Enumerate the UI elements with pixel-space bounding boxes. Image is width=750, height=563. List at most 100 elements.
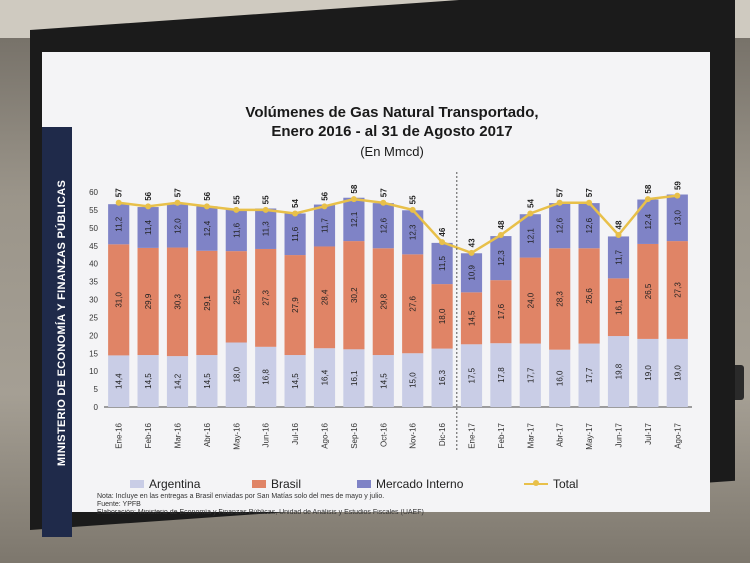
bar-mercado-interno xyxy=(431,242,453,285)
total-label: 48 xyxy=(615,220,624,229)
total-label: 55 xyxy=(409,195,418,204)
bar-argentina xyxy=(166,356,189,407)
bar-brasil xyxy=(225,251,247,343)
data-label-mercado-interno: 12,4 xyxy=(203,220,212,236)
stacked-bar-chart: 0 5 10 15 20 25 30 35 40 45 50 55 60 14,4 31,0 11,2 57 En… xyxy=(89,172,692,452)
total-label: 56 xyxy=(321,191,330,200)
data-label-brasil: 28,3 xyxy=(556,291,565,307)
legend-mercado-interno: Mercado Interno xyxy=(357,477,463,491)
x-tick-label: Jul-16 xyxy=(291,422,300,444)
total-point xyxy=(203,203,210,210)
legend-brasil-swatch xyxy=(252,480,266,488)
data-label-argentina: 14,5 xyxy=(203,373,212,389)
data-label-mercado-interno: 11,5 xyxy=(438,255,447,271)
x-tick-label: Jun-17 xyxy=(615,422,624,447)
bar-argentina xyxy=(460,344,483,407)
data-label-argentina: 14,2 xyxy=(174,373,183,389)
legend-argentina-label: Argentina xyxy=(149,477,201,491)
data-label-brasil: 27,3 xyxy=(262,290,271,306)
y-tick-label: 35 xyxy=(89,278,98,287)
data-label-mercado-interno: 12,1 xyxy=(350,211,359,227)
total-point xyxy=(174,199,181,206)
y-tick-label: 30 xyxy=(89,296,98,305)
total-label: 58 xyxy=(350,184,359,193)
bar-argentina xyxy=(666,338,688,407)
total-label: 48 xyxy=(497,220,506,229)
y-tick-label: 15 xyxy=(89,349,98,358)
footnote-fuente: Fuente: YPFB xyxy=(97,501,141,508)
data-label-mercado-interno: 11,6 xyxy=(291,226,300,242)
bar-argentina xyxy=(137,355,159,407)
x-tick-label: Feb-17 xyxy=(497,422,506,448)
bar-mercado-interno xyxy=(225,209,247,252)
x-tick-label: Ago-16 xyxy=(321,422,330,448)
bar-mercado-interno xyxy=(196,206,218,251)
data-label-argentina: 16,1 xyxy=(350,370,359,386)
data-label-mercado-interno: 11,7 xyxy=(321,217,330,233)
data-label-mercado-interno: 11,6 xyxy=(232,222,241,238)
data-label-argentina: 16,3 xyxy=(438,369,447,385)
total-point xyxy=(409,206,416,213)
total-label: 54 xyxy=(291,199,300,208)
bar-brasil xyxy=(284,255,306,356)
projected-slide: MINISTERIO DE ECONOMÍA Y FINANZAS PÚBLIC… xyxy=(42,52,710,537)
bar-mercado-interno xyxy=(578,203,600,249)
bar-brasil xyxy=(108,244,130,356)
data-label-brasil: 30,3 xyxy=(174,293,183,309)
chart-subtitle: (En Mmcd) xyxy=(360,144,424,159)
bar-argentina xyxy=(578,343,600,407)
data-label-mercado-interno: 12,6 xyxy=(379,217,388,233)
y-tick-label: 5 xyxy=(94,385,99,394)
x-tick-label: Ago-17 xyxy=(673,422,682,448)
total-point xyxy=(527,210,534,217)
x-tick-label: Abr-17 xyxy=(556,422,565,447)
y-tick-label: 55 xyxy=(89,206,98,215)
bar-argentina xyxy=(607,336,630,407)
y-tick-label: 50 xyxy=(89,224,98,233)
data-label-brasil: 24,0 xyxy=(526,292,535,308)
total-label: 54 xyxy=(526,199,535,208)
total-point xyxy=(115,199,122,206)
total-point xyxy=(292,210,299,217)
total-point xyxy=(468,249,475,256)
data-label-brasil: 26,5 xyxy=(644,283,653,299)
bar-mercado-interno xyxy=(343,197,365,242)
bar-argentina xyxy=(402,353,424,407)
y-tick-label: 10 xyxy=(89,367,98,376)
data-label-argentina: 14,5 xyxy=(379,373,388,389)
x-tick-label: Oct-16 xyxy=(379,422,388,447)
data-label-mercado-interno: 10,9 xyxy=(468,264,477,280)
chart-title-line2: Enero 2016 - al 31 de Agosto 2017 xyxy=(271,123,513,140)
total-point xyxy=(556,199,563,206)
data-label-brasil: 18,0 xyxy=(438,308,447,324)
bar-argentina xyxy=(490,343,512,407)
data-label-mercado-interno: 12,0 xyxy=(174,218,183,234)
data-label-mercado-interno: 12,6 xyxy=(556,217,565,233)
total-point xyxy=(233,206,240,213)
total-label: 43 xyxy=(468,238,477,247)
bar-argentina xyxy=(431,348,453,407)
data-label-argentina: 16,8 xyxy=(262,369,271,385)
data-label-brasil: 29,1 xyxy=(203,295,212,311)
data-label-argentina: 14,4 xyxy=(115,373,124,389)
y-tick-label: 20 xyxy=(89,331,98,340)
x-tick-label: Ene-16 xyxy=(115,422,124,448)
bar-argentina xyxy=(225,342,247,407)
y-tick-label: 0 xyxy=(94,403,99,412)
bar-brasil xyxy=(343,241,365,350)
chart-title-line1: Volúmenes de Gas Natural Transportado, xyxy=(245,104,539,121)
data-label-mercado-interno: 13,0 xyxy=(673,209,682,225)
bar-mercado-interno xyxy=(166,204,189,248)
bar-brasil xyxy=(372,248,394,356)
total-point xyxy=(439,239,446,246)
data-label-mercado-interno: 12,4 xyxy=(644,213,653,229)
total-label: 57 xyxy=(115,188,124,197)
x-tick-label: May-17 xyxy=(585,422,594,449)
total-point xyxy=(615,232,622,238)
total-label: 56 xyxy=(144,191,153,200)
bar-brasil xyxy=(578,248,600,344)
bar-mercado-interno xyxy=(666,194,688,242)
data-label-argentina: 17,7 xyxy=(585,367,594,383)
data-label-brasil: 31,0 xyxy=(115,292,124,308)
total-label: 55 xyxy=(262,195,271,204)
